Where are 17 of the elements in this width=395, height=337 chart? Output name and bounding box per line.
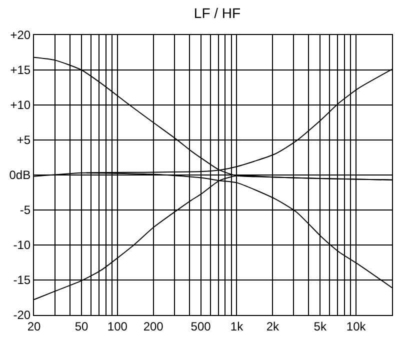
x-tick-label: 1k	[230, 319, 244, 334]
x-tick-label: 50	[74, 319, 88, 334]
y-tick-label: -10	[13, 238, 31, 252]
x-tick-label: 100	[107, 319, 128, 334]
y-tick-label: -15	[13, 273, 31, 288]
x-tick-label: 10k	[346, 319, 367, 334]
y-tick-label: +15	[10, 63, 31, 78]
x-tick-label: 500	[190, 319, 212, 334]
x-tick-label: 200	[143, 319, 164, 334]
y-tick-label: +20	[10, 28, 31, 42]
y-tick-label: +10	[10, 98, 31, 112]
x-tick-label: 5k	[314, 319, 328, 334]
x-tick-label: 2k	[266, 319, 280, 334]
y-tick-label: -5	[20, 203, 31, 218]
chart-title: LF / HF	[194, 5, 241, 22]
y-tick-label: 0dB	[9, 168, 31, 182]
y-tick-label: +5	[16, 133, 31, 148]
